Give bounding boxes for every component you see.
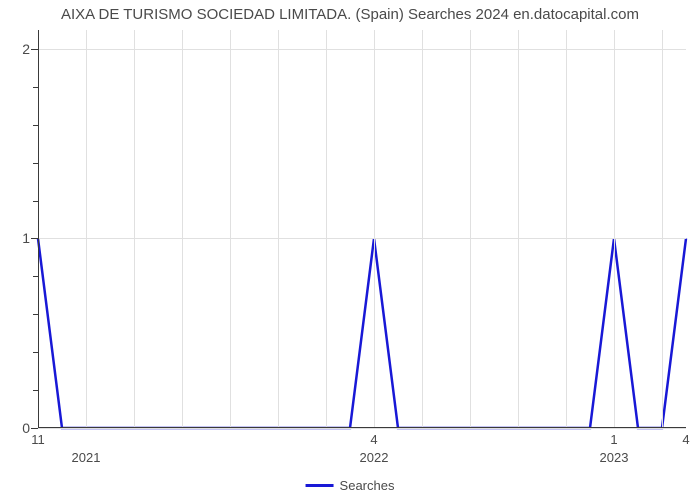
gridline-vertical	[518, 30, 519, 428]
x-year-label: 2022	[360, 450, 389, 465]
x-year-label: 2023	[600, 450, 629, 465]
gridline-vertical	[278, 30, 279, 428]
gridline-vertical	[662, 30, 663, 428]
y-tick-major	[31, 428, 38, 429]
gridline-horizontal	[38, 49, 686, 50]
legend: Searches	[306, 478, 395, 493]
legend-swatch	[306, 484, 334, 487]
x-year-label: 2021	[72, 450, 101, 465]
x-tick-label: 11	[31, 432, 45, 447]
gridline-vertical	[182, 30, 183, 428]
y-tick-minor	[33, 125, 38, 126]
gridline-horizontal	[38, 428, 686, 429]
y-tick-minor	[33, 390, 38, 391]
gridline-vertical	[470, 30, 471, 428]
x-tick-label: 4	[682, 432, 689, 447]
gridline-vertical	[614, 30, 615, 428]
x-tick-label: 4	[370, 432, 377, 447]
y-axis-line	[38, 30, 39, 428]
chart-title: AIXA DE TURISMO SOCIEDAD LIMITADA. (Spai…	[0, 6, 700, 23]
y-tick-minor	[33, 352, 38, 353]
line-series	[38, 30, 686, 428]
x-axis-line	[38, 427, 686, 428]
y-tick-minor	[33, 276, 38, 277]
gridline-vertical	[230, 30, 231, 428]
y-tick-label: 1	[22, 230, 30, 246]
y-tick-minor	[33, 87, 38, 88]
plot-area: 01211414202120222023	[38, 30, 686, 428]
chart-container: AIXA DE TURISMO SOCIEDAD LIMITADA. (Spai…	[0, 0, 700, 500]
gridline-vertical	[86, 30, 87, 428]
y-tick-minor	[33, 163, 38, 164]
x-tick-label: 1	[610, 432, 617, 447]
searches-line	[38, 238, 686, 428]
gridline-vertical	[374, 30, 375, 428]
gridline-vertical	[566, 30, 567, 428]
gridline-horizontal	[38, 238, 686, 239]
y-tick-minor	[33, 314, 38, 315]
y-tick-major	[31, 49, 38, 50]
y-tick-label: 0	[22, 420, 30, 436]
gridline-vertical	[422, 30, 423, 428]
gridline-vertical	[134, 30, 135, 428]
y-tick-major	[31, 238, 38, 239]
gridline-vertical	[326, 30, 327, 428]
y-tick-minor	[33, 201, 38, 202]
y-tick-label: 2	[22, 41, 30, 57]
legend-label: Searches	[340, 478, 395, 493]
